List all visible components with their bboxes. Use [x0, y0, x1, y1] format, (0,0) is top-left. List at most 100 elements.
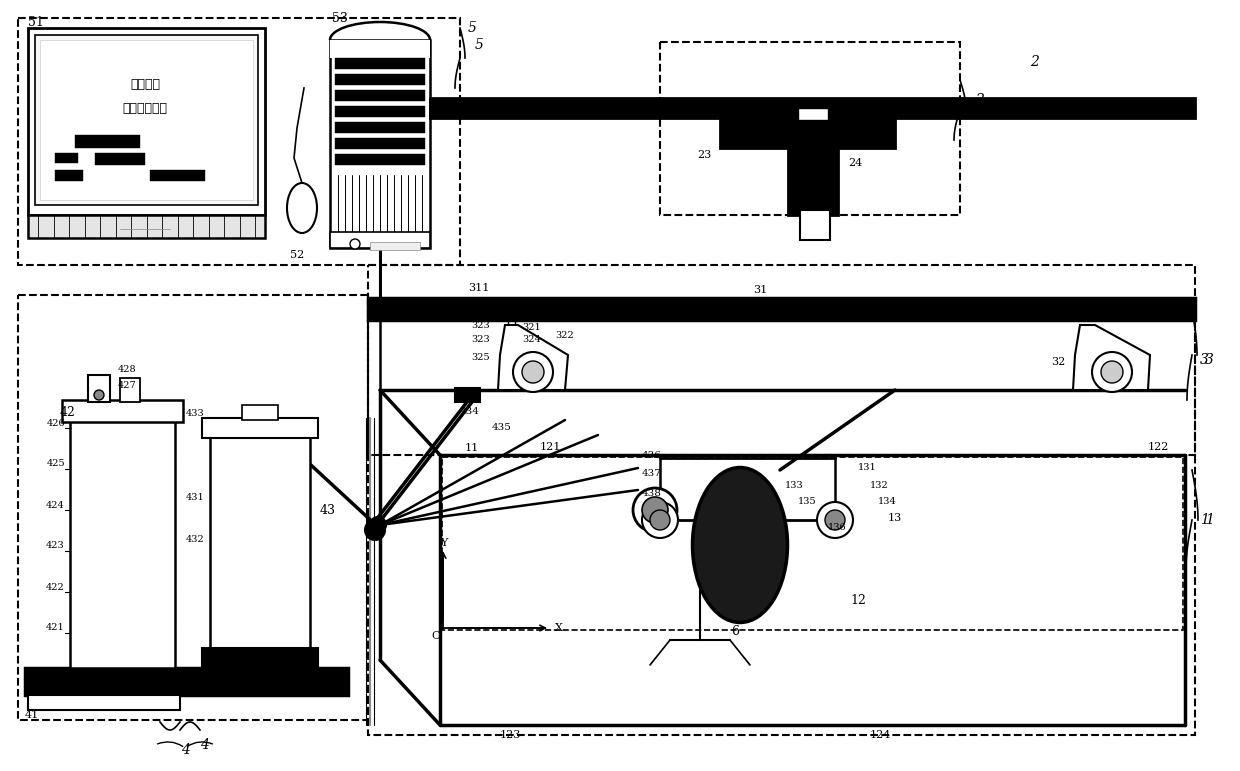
Bar [370, 242, 420, 250]
Bar [799, 108, 828, 120]
Bar [335, 58, 425, 69]
Bar [335, 74, 425, 85]
Text: 22: 22 [848, 117, 862, 127]
Bar [335, 90, 425, 101]
Text: 23: 23 [698, 150, 712, 160]
Text: 43: 43 [320, 503, 336, 517]
Text: 31: 31 [753, 285, 768, 295]
Bar [29, 28, 265, 215]
Text: 421: 421 [46, 624, 64, 632]
Text: 424: 424 [46, 500, 64, 510]
Text: 51: 51 [29, 15, 43, 29]
Text: 4: 4 [181, 743, 190, 757]
Circle shape [463, 302, 477, 316]
Bar [335, 138, 425, 149]
Text: 136: 136 [828, 524, 847, 533]
Circle shape [650, 510, 670, 530]
Text: 3: 3 [1205, 353, 1214, 367]
Bar [368, 300, 1195, 735]
Text: 323: 323 [471, 335, 490, 345]
Bar [660, 42, 960, 215]
Text: 52: 52 [290, 250, 304, 260]
Bar [330, 232, 430, 248]
Text: 3: 3 [1200, 353, 1209, 367]
Text: 123: 123 [500, 730, 521, 740]
Text: 134: 134 [878, 497, 897, 507]
Text: 机器控制模块: 机器控制模块 [123, 102, 167, 115]
Text: 精确取样: 精确取样 [130, 79, 160, 92]
Text: Y: Y [440, 538, 448, 548]
Circle shape [370, 517, 386, 533]
Bar [150, 170, 205, 181]
Bar [508, 318, 515, 325]
Bar [455, 388, 480, 402]
Text: 436: 436 [642, 450, 662, 460]
Bar [800, 210, 830, 240]
Bar [25, 668, 348, 695]
Bar [649, 510, 672, 530]
Text: 124: 124 [870, 730, 892, 740]
Text: O: O [430, 631, 440, 641]
Text: 434: 434 [460, 408, 480, 416]
Text: 435: 435 [492, 423, 512, 433]
Bar [787, 148, 838, 215]
Text: 5: 5 [467, 21, 477, 35]
Bar [19, 18, 460, 265]
Bar [62, 400, 184, 422]
Text: 324: 324 [522, 335, 541, 345]
Text: 133: 133 [785, 480, 804, 490]
Circle shape [115, 685, 125, 695]
Text: 423: 423 [46, 541, 64, 550]
Bar [441, 457, 1183, 630]
Bar [720, 118, 895, 148]
Text: 432: 432 [186, 536, 205, 544]
Bar [210, 435, 310, 650]
Bar [74, 135, 140, 148]
Bar [330, 40, 430, 248]
Text: 426: 426 [46, 419, 64, 427]
Circle shape [1092, 352, 1132, 392]
Text: 1: 1 [1200, 513, 1209, 527]
Bar [335, 122, 425, 133]
Text: 311: 311 [467, 283, 490, 293]
Text: 21: 21 [761, 100, 775, 110]
Bar [55, 170, 83, 181]
Bar [19, 295, 368, 720]
Bar [335, 106, 425, 117]
Bar [29, 215, 265, 238]
Text: 121: 121 [539, 442, 562, 452]
Text: 325: 325 [471, 353, 490, 362]
Bar [35, 35, 258, 205]
Text: 32: 32 [1050, 357, 1065, 367]
Bar [242, 405, 278, 420]
Bar [69, 420, 175, 668]
Bar [55, 153, 78, 163]
Bar [29, 695, 180, 710]
Text: 321: 321 [522, 324, 541, 332]
Text: 438: 438 [642, 490, 662, 499]
Text: 427: 427 [118, 381, 136, 389]
Text: 2: 2 [975, 93, 983, 107]
Bar [430, 98, 1195, 118]
Polygon shape [498, 325, 568, 390]
Circle shape [817, 502, 853, 538]
Bar [202, 648, 317, 680]
Circle shape [825, 510, 844, 530]
Circle shape [365, 520, 384, 540]
Text: 132: 132 [870, 480, 889, 490]
Text: 433: 433 [186, 409, 205, 418]
Text: 425: 425 [46, 460, 64, 469]
Ellipse shape [692, 467, 787, 622]
Text: 24: 24 [848, 158, 862, 168]
Polygon shape [1073, 325, 1149, 390]
Bar [368, 265, 1195, 455]
Text: 41: 41 [25, 710, 40, 720]
Bar [330, 40, 430, 58]
Circle shape [350, 239, 360, 249]
Bar [368, 298, 1195, 320]
Text: 422: 422 [46, 583, 64, 591]
Circle shape [642, 502, 678, 538]
Circle shape [1101, 361, 1123, 383]
Text: 13: 13 [888, 513, 903, 523]
Text: 5: 5 [475, 38, 484, 52]
